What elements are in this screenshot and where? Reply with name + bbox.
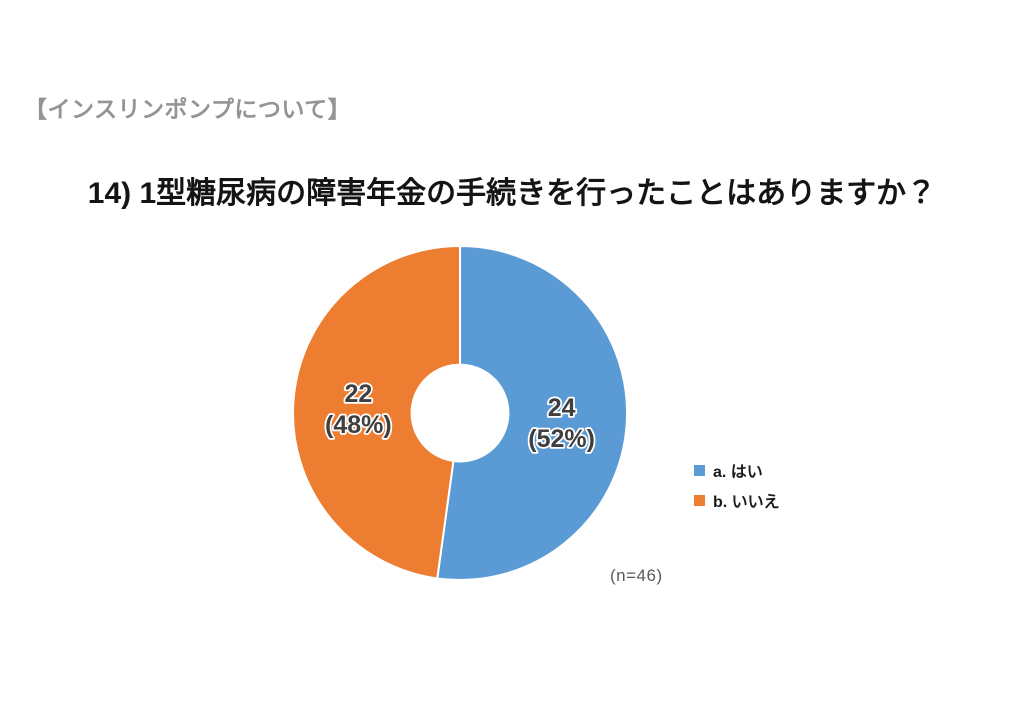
chart-title: 14) 1型糖尿病の障害年金の手続きを行ったことはありますか？ [87,177,937,210]
slice-label-0: 24 (52%) [528,394,595,453]
slice-label-1: 22 (48%) [325,380,392,439]
chart-legend: a. はい b. いいえ [694,460,780,520]
sample-size-note: (n=46) [610,566,663,585]
pie-slice-0 [436,245,628,581]
legend-swatch-no [694,494,705,506]
donut-chart: 24 (52%) 22 (48%) [288,241,632,585]
legend-item-no: b. いいえ [694,490,780,511]
donut-chart-svg: 24 (52%) 22 (48%) [292,245,628,581]
legend-label-no: b. いいえ [713,494,780,511]
legend-item-yes: a. はい [694,460,780,481]
pie-slice-1 [292,245,461,580]
legend-label-yes: a. はい [713,464,763,481]
legend-swatch-yes [694,464,705,476]
section-header: 【インスリンポンプについて】 [24,96,352,122]
